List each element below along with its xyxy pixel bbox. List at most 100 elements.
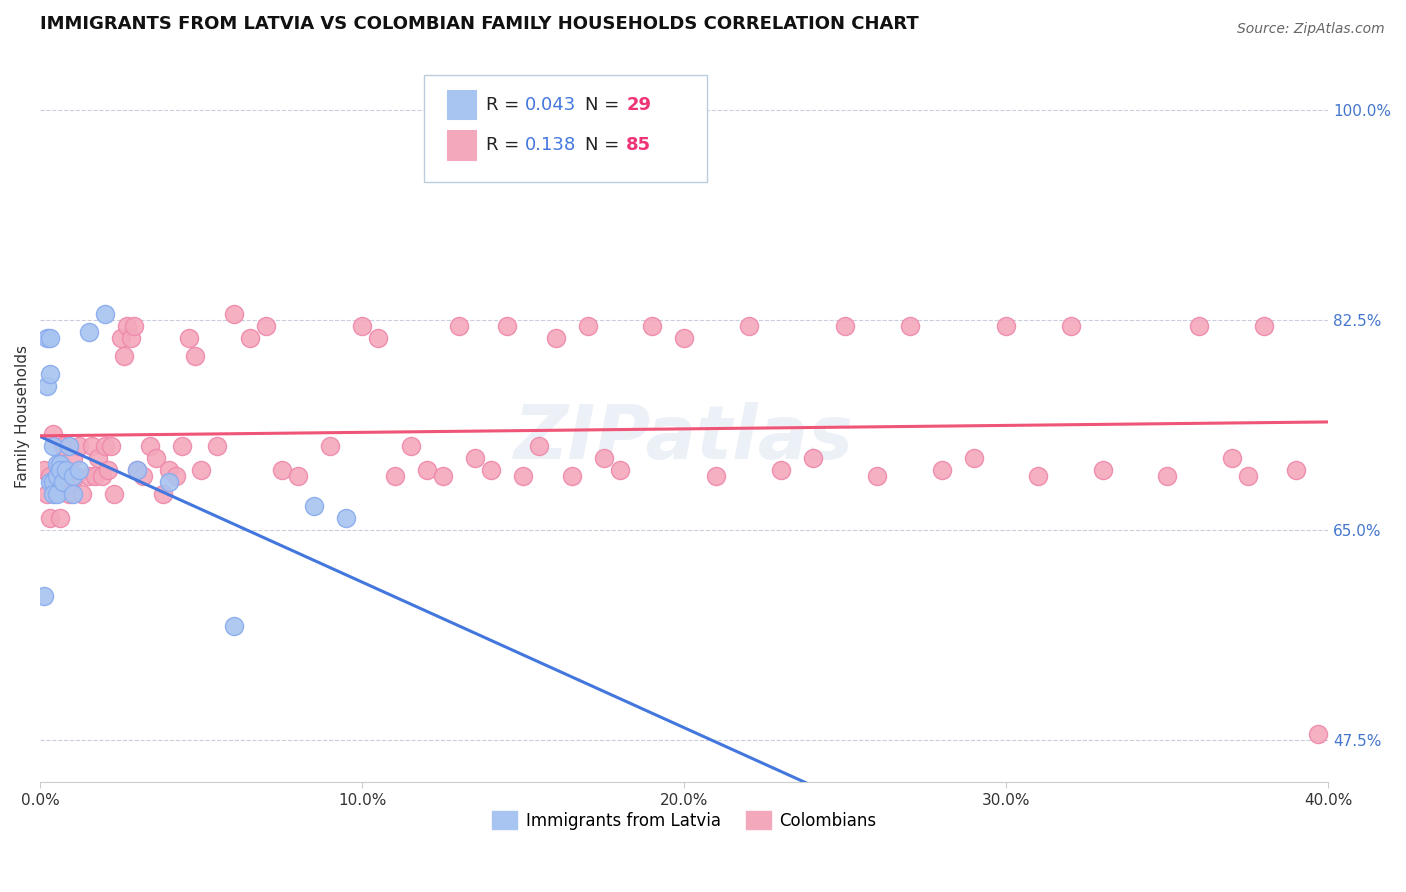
Point [576,319,599,334]
Text: 0.043: 0.043 [524,95,576,114]
Point [170,439,193,453]
Point [39,331,62,345]
Point [1028,469,1050,483]
Point [352,319,374,334]
Point [48,457,70,471]
Point [90,469,112,483]
Bar [447,130,475,160]
Point [94,439,117,453]
Point [801,451,824,466]
Point [48,463,70,477]
Point [367,331,389,345]
Point [35,379,58,393]
Point [77,325,100,339]
Point [45,469,67,483]
Point [42,427,65,442]
Point [1253,319,1275,334]
Point [769,463,792,477]
Bar [447,90,475,120]
Point [72,487,94,501]
Point [592,451,614,466]
Text: 0.138: 0.138 [524,136,576,154]
Point [45,457,67,471]
Point [87,451,110,466]
Point [52,439,75,453]
Point [157,463,180,477]
Point [1188,319,1211,334]
Point [35,487,58,501]
Point [77,469,100,483]
Point [120,331,142,345]
Point [55,469,77,483]
Point [58,487,80,501]
Y-axis label: Family Households: Family Households [15,344,30,488]
Point [62,451,84,466]
Point [1308,727,1330,741]
Point [931,463,953,477]
Text: 29: 29 [626,95,651,114]
Point [673,331,696,345]
Point [62,469,84,483]
Point [39,367,62,381]
Text: N =: N = [585,136,626,154]
Point [190,463,212,477]
Point [103,487,125,501]
Point [177,331,200,345]
Point [157,475,180,490]
Point [254,319,277,334]
Point [222,307,245,321]
Point [898,319,921,334]
Point [222,619,245,633]
Point [287,469,309,483]
Point [1236,469,1258,483]
Point [963,451,986,466]
Point [94,307,117,321]
Point [112,349,135,363]
Point [45,487,67,501]
Point [184,349,207,363]
Point [67,439,90,453]
Point [609,463,631,477]
Legend: Immigrants from Latvia, Colombians: Immigrants from Latvia, Colombians [485,805,883,837]
Text: Source: ZipAtlas.com: Source: ZipAtlas.com [1237,22,1385,37]
Text: 85: 85 [626,136,651,154]
Point [100,439,122,453]
Point [319,439,342,453]
Text: IMMIGRANTS FROM LATVIA VS COLOMBIAN FAMILY HOUSEHOLDS CORRELATION CHART: IMMIGRANTS FROM LATVIA VS COLOMBIAN FAMI… [41,15,920,33]
Point [165,469,187,483]
Point [995,319,1018,334]
Point [80,439,103,453]
Point [58,439,80,453]
Point [110,331,132,345]
Point [641,788,664,802]
Point [55,463,77,477]
Point [125,463,148,477]
Point [39,511,62,525]
Point [335,511,357,525]
Point [1059,319,1081,334]
Point [35,331,58,345]
Text: ZIPatlas: ZIPatlas [515,401,855,475]
Point [544,331,567,345]
Point [42,475,65,490]
Point [39,475,62,490]
Point [139,439,162,453]
Point [464,451,486,466]
Point [529,439,551,453]
Point [1285,463,1308,477]
Point [45,469,67,483]
Point [447,319,470,334]
Point [737,319,759,334]
Point [1220,451,1243,466]
Point [125,463,148,477]
Point [706,469,728,483]
Point [62,487,84,501]
Point [122,319,145,334]
Point [65,469,87,483]
Point [416,463,439,477]
Point [512,469,534,483]
Point [132,469,155,483]
Point [561,469,583,483]
Point [866,469,889,483]
Text: N =: N = [585,95,626,114]
